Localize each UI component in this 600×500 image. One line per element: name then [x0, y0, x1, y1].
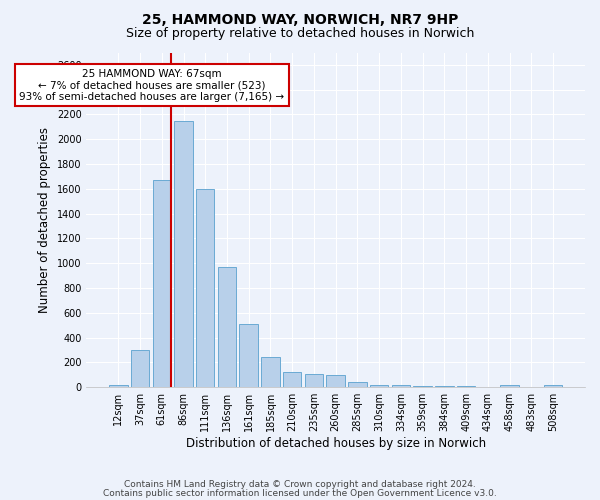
- Text: Contains HM Land Registry data © Crown copyright and database right 2024.: Contains HM Land Registry data © Crown c…: [124, 480, 476, 489]
- Bar: [544, 385, 562, 387]
- Bar: [152, 180, 171, 387]
- Bar: [283, 372, 301, 387]
- X-axis label: Distribution of detached houses by size in Norwich: Distribution of detached houses by size …: [185, 437, 486, 450]
- Bar: [479, 386, 497, 387]
- Bar: [457, 386, 475, 387]
- Bar: [392, 386, 410, 387]
- Text: 25 HAMMOND WAY: 67sqm
← 7% of detached houses are smaller (523)
93% of semi-deta: 25 HAMMOND WAY: 67sqm ← 7% of detached h…: [19, 68, 284, 102]
- Text: Size of property relative to detached houses in Norwich: Size of property relative to detached ho…: [126, 28, 474, 40]
- Text: Contains public sector information licensed under the Open Government Licence v3: Contains public sector information licen…: [103, 489, 497, 498]
- Text: 25, HAMMOND WAY, NORWICH, NR7 9HP: 25, HAMMOND WAY, NORWICH, NR7 9HP: [142, 12, 458, 26]
- Bar: [218, 267, 236, 387]
- Bar: [131, 350, 149, 387]
- Bar: [435, 386, 454, 387]
- Bar: [109, 385, 128, 387]
- Bar: [413, 386, 432, 387]
- Y-axis label: Number of detached properties: Number of detached properties: [38, 127, 51, 313]
- Bar: [500, 384, 519, 387]
- Bar: [522, 386, 541, 387]
- Bar: [348, 382, 367, 387]
- Bar: [305, 374, 323, 387]
- Bar: [239, 324, 258, 387]
- Bar: [196, 189, 214, 387]
- Bar: [370, 384, 388, 387]
- Bar: [326, 376, 345, 387]
- Bar: [174, 120, 193, 387]
- Bar: [261, 357, 280, 387]
